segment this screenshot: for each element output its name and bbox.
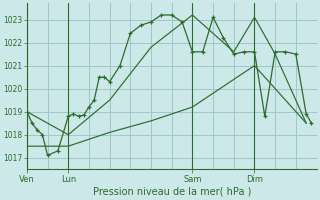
X-axis label: Pression niveau de la mer( hPa ): Pression niveau de la mer( hPa )	[92, 187, 251, 197]
